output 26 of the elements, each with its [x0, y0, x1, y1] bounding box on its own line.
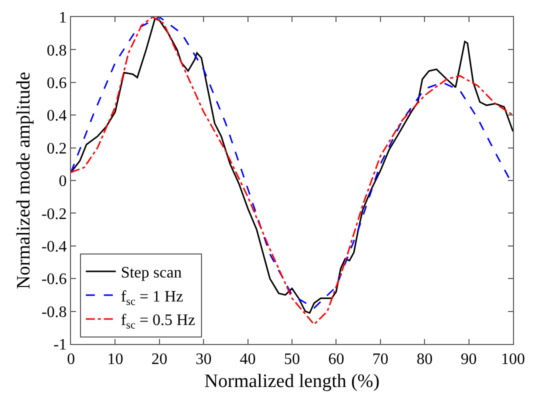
y-tick-label: -0.4	[41, 238, 67, 256]
legend-label: f$_{sc}$ = 0.5 Hz	[120, 312, 196, 332]
x-tick-label: 70	[372, 351, 388, 368]
y-tick-label: 0	[58, 173, 67, 190]
y-tick-label: -0.2	[41, 206, 67, 223]
y-tick-label: 0.6	[46, 75, 67, 92]
x-tick-label: 50	[284, 351, 300, 368]
y-axis-title: Normalized mode amplitude	[13, 72, 34, 290]
y-tick-label: -1	[53, 336, 67, 354]
legend-label: Step scan	[120, 264, 182, 282]
y-tick-label: -0.6	[41, 271, 67, 288]
y-tick-label: 0.4	[46, 108, 67, 125]
x-tick-label: 90	[460, 351, 477, 368]
x-tick-label: 60	[328, 351, 344, 368]
y-tick-label: 0.8	[46, 42, 67, 60]
x-tick-label: 10	[107, 351, 124, 368]
y-tick-label: 1	[58, 10, 67, 27]
x-tick-label: 20	[151, 351, 168, 368]
x-axis-title: Normalized length (%)	[204, 371, 380, 392]
x-tick-label: 80	[416, 351, 433, 368]
y-tick-label: 0.2	[46, 140, 67, 158]
x-tick-label: 30	[196, 351, 212, 368]
legend-label: f$_{sc}$ = 1 Hz	[120, 288, 184, 308]
x-tick-label: 100	[501, 351, 525, 368]
x-tick-label: 40	[240, 351, 256, 368]
y-tick-label: -0.8	[41, 304, 67, 321]
